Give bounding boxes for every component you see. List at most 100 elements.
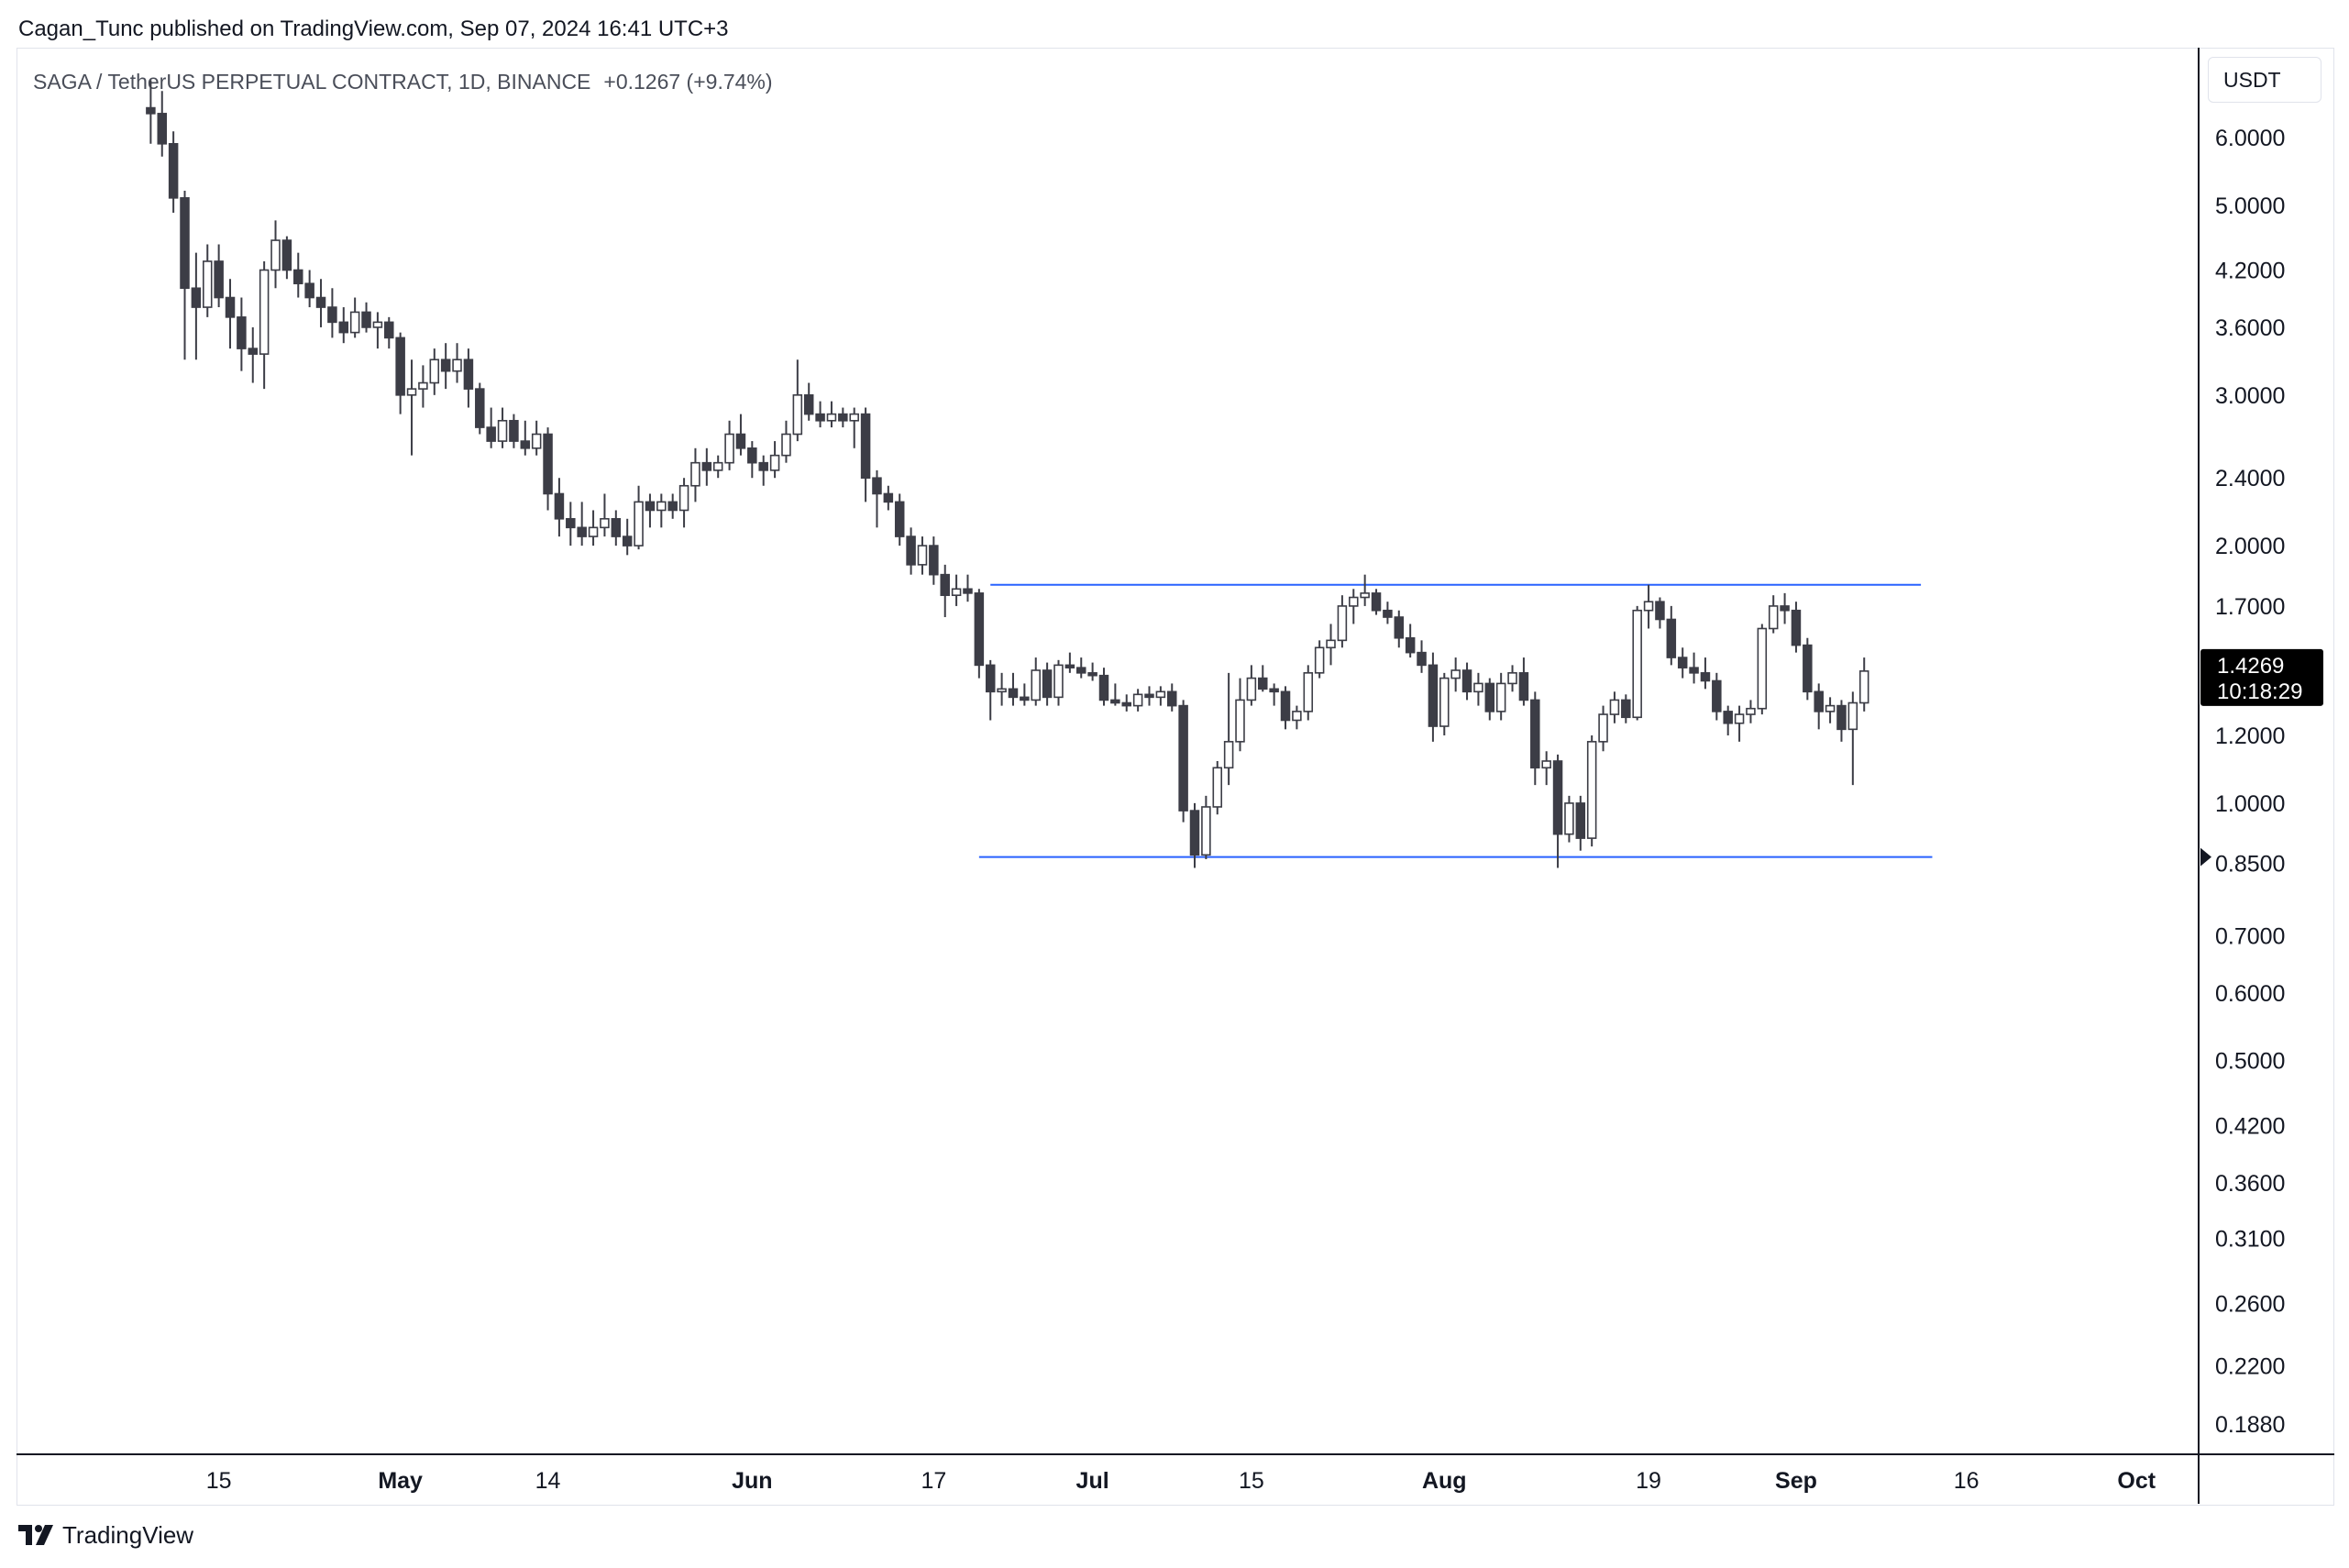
candle bbox=[293, 252, 303, 298]
candle-body-down bbox=[667, 501, 678, 512]
candle bbox=[1757, 624, 1768, 715]
candle bbox=[1280, 686, 1291, 730]
candle-body-down bbox=[1383, 609, 1393, 618]
candle-body-up bbox=[1303, 672, 1314, 712]
candle bbox=[1575, 795, 1586, 851]
candle bbox=[180, 190, 190, 360]
candle-body-down bbox=[1575, 802, 1586, 839]
candle-body-up bbox=[678, 484, 689, 512]
candle-body-down bbox=[281, 239, 292, 271]
y-tick-label: 4.2000 bbox=[2215, 259, 2285, 284]
y-tick-label: 5.0000 bbox=[2215, 193, 2285, 219]
brand-name: TradingView bbox=[62, 1520, 194, 1549]
candle bbox=[520, 420, 531, 456]
candle bbox=[1269, 683, 1279, 706]
candle bbox=[577, 502, 587, 547]
candle-body-down bbox=[475, 388, 485, 428]
x-tick-label: Sep bbox=[1775, 1468, 1817, 1494]
candle-body-down bbox=[1530, 699, 1540, 769]
candle bbox=[1836, 700, 1847, 742]
candle bbox=[1303, 665, 1314, 721]
candle-body-up bbox=[1507, 672, 1517, 685]
y-tick-label: 1.0000 bbox=[2215, 791, 2285, 817]
axis-marker-icon bbox=[2200, 847, 2211, 867]
candle-body-up bbox=[531, 433, 542, 449]
candle bbox=[248, 326, 259, 383]
candle bbox=[1803, 637, 1813, 701]
candle-body-down bbox=[1666, 618, 1677, 658]
y-tick-label: 0.3100 bbox=[2215, 1226, 2285, 1252]
candle bbox=[361, 302, 371, 333]
candle-body-down bbox=[327, 306, 337, 324]
candle bbox=[1564, 795, 1574, 843]
candle-body-down bbox=[1178, 704, 1188, 812]
candle bbox=[872, 469, 882, 528]
candle-body-down bbox=[225, 296, 236, 318]
candle bbox=[838, 407, 848, 428]
candle-body-down bbox=[384, 321, 394, 339]
candle bbox=[440, 343, 451, 390]
publisher-caption: Cagan_Tunc published on TradingView.com,… bbox=[18, 17, 729, 41]
candle bbox=[1098, 668, 1109, 706]
candle-body-down bbox=[1836, 704, 1847, 731]
tradingview-logo[interactable]: TradingView bbox=[18, 1520, 193, 1550]
candle-body-down bbox=[1780, 605, 1790, 612]
candle bbox=[406, 359, 417, 456]
candle bbox=[758, 455, 768, 486]
candle bbox=[1087, 662, 1097, 681]
candle-body-down bbox=[1405, 636, 1416, 654]
candle bbox=[769, 441, 780, 479]
candle bbox=[497, 407, 508, 448]
candle-body-down bbox=[1075, 667, 1086, 674]
y-tick-label: 0.2600 bbox=[2215, 1292, 2285, 1318]
candle-countdown: 10:18:29 bbox=[2217, 679, 2302, 704]
currency-button[interactable]: USDT bbox=[2208, 57, 2321, 103]
candle bbox=[1700, 657, 1711, 690]
candle bbox=[1666, 605, 1677, 666]
candle-body-up bbox=[1201, 806, 1211, 856]
y-tick-label: 0.3600 bbox=[2215, 1171, 2285, 1197]
candle-body-down bbox=[1020, 696, 1030, 701]
candle-body-down bbox=[701, 461, 712, 471]
candle bbox=[906, 527, 916, 575]
candle bbox=[1064, 652, 1075, 673]
candle-body-down bbox=[146, 106, 156, 115]
candle-body-down bbox=[645, 501, 656, 512]
candle bbox=[281, 236, 292, 280]
candle bbox=[259, 260, 270, 390]
x-tick-label: 15 bbox=[1239, 1468, 1264, 1494]
candle-body-up bbox=[1598, 713, 1608, 743]
candle bbox=[157, 91, 168, 157]
x-tick-label: Jul bbox=[1076, 1468, 1109, 1494]
candle bbox=[203, 244, 213, 317]
candle-body-down bbox=[1258, 677, 1268, 690]
candle-body-up bbox=[1132, 693, 1143, 707]
y-tick-label: 2.4000 bbox=[2215, 466, 2285, 491]
candle bbox=[1053, 659, 1064, 706]
candle-body-down bbox=[860, 413, 871, 480]
x-tick-label: Oct bbox=[2117, 1468, 2156, 1494]
candle bbox=[1405, 624, 1416, 658]
candle bbox=[1166, 683, 1177, 712]
candle-body-down bbox=[440, 359, 451, 372]
candle bbox=[747, 441, 757, 479]
candle bbox=[1450, 657, 1461, 692]
candle-body-up bbox=[951, 588, 962, 596]
candle-body-up bbox=[1541, 760, 1551, 769]
candle bbox=[270, 220, 281, 289]
candle bbox=[1541, 751, 1551, 786]
x-tick-label: 19 bbox=[1636, 1468, 1661, 1494]
candle-body-up bbox=[1495, 682, 1506, 712]
x-tick-label: Aug bbox=[1422, 1468, 1467, 1494]
candle bbox=[543, 427, 553, 511]
candle-body-down bbox=[1280, 690, 1291, 722]
candle-body-up bbox=[600, 517, 610, 529]
candle bbox=[554, 478, 565, 537]
y-tick-label: 0.4200 bbox=[2215, 1113, 2285, 1139]
candle-body-down bbox=[940, 573, 950, 596]
candle bbox=[338, 307, 349, 344]
candle-body-down bbox=[622, 536, 633, 547]
candle bbox=[1428, 652, 1439, 742]
x-tick-label: 14 bbox=[535, 1468, 561, 1494]
